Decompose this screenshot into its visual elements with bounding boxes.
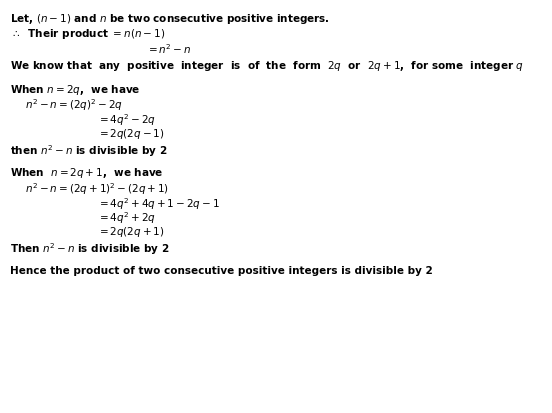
Text: $n^2-n=(2q)^2-2q$: $n^2-n=(2q)^2-2q$ [25, 97, 123, 113]
Text: $=2q(2q-1)$: $=2q(2q-1)$ [97, 127, 164, 141]
Text: $=4q^2-2q$: $=4q^2-2q$ [97, 112, 156, 128]
Text: $n^2-n=(2q+1)^2-(2q+1)$: $n^2-n=(2q+1)^2-(2q+1)$ [25, 181, 169, 197]
Text: When $n=2q$,  we have: When $n=2q$, we have [10, 83, 140, 97]
Text: Then $n^2-n$ is divisible by 2: Then $n^2-n$ is divisible by 2 [10, 242, 169, 257]
Text: $=4q^2+2q$: $=4q^2+2q$ [97, 211, 156, 226]
Text: then $n^2-n$ is divisible by 2: then $n^2-n$ is divisible by 2 [10, 143, 167, 159]
Text: Hence the product of two consecutive positive integers is divisible by 2: Hence the product of two consecutive pos… [10, 266, 433, 276]
Text: We know that  any  positive  integer  is  of  the  form  $2q$  or  $2q+1$,  for : We know that any positive integer is of … [10, 59, 524, 74]
Text: When  $n=2q+1$,  we have: When $n=2q+1$, we have [10, 166, 163, 180]
Text: $=2q(2q+1)$: $=2q(2q+1)$ [97, 225, 164, 240]
Text: $=4q^2+4q+1-2q-1$: $=4q^2+4q+1-2q-1$ [97, 196, 220, 211]
Text: $\therefore$  Their product $= n(n-1)$: $\therefore$ Their product $= n(n-1)$ [10, 27, 165, 41]
Text: $= n^2-n$: $= n^2-n$ [146, 42, 192, 56]
Text: Let, $(n-1)$ and $n$ be two consecutive positive integers.: Let, $(n-1)$ and $n$ be two consecutive … [10, 12, 330, 26]
